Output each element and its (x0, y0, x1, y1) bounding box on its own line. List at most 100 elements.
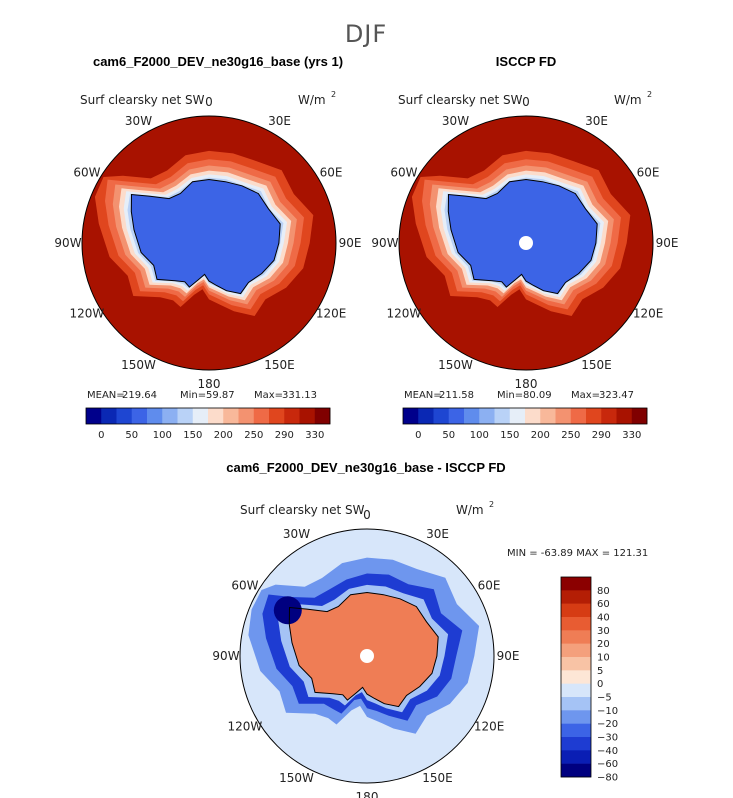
svg-text:2: 2 (489, 500, 494, 509)
panel-diff: cam6_F2000_DEV_ne30g16_base - ISCCP FD S… (212, 460, 648, 798)
longitude-label: 60W (390, 166, 417, 180)
map-border (398, 115, 654, 371)
colorbar-tick-label: 330 (622, 430, 641, 441)
colorbar-tick-label: 40 (597, 613, 610, 624)
stat-min-value: 80.09 (523, 390, 552, 401)
colorbar-swatch (561, 617, 591, 631)
stats-line: MEAN= 219.64 Min= 59.87 Max= 331.13 (87, 390, 317, 401)
longitude-label: 60W (73, 166, 100, 180)
colorbar-swatch (192, 408, 209, 424)
colorbar-swatch (586, 408, 602, 424)
longitude-label: 150W (121, 358, 156, 372)
colorbar-swatch (561, 630, 591, 644)
colorbar-tick-label: 20 (597, 639, 610, 650)
colorbar-swatch (561, 603, 591, 618)
colorbar-swatch (561, 657, 591, 671)
longitude-label: 90W (371, 236, 398, 250)
colorbar-tick-label: 250 (244, 430, 263, 441)
colorbar-swatch (116, 408, 133, 424)
svg-text:2: 2 (331, 90, 336, 99)
colorbar-tick-label: 5 (597, 666, 603, 677)
longitude-label: 0 (205, 95, 213, 109)
colorbar-tick-label: 0 (98, 430, 104, 441)
longitude-label: 120W (228, 720, 263, 734)
longitude-label: 180 (198, 377, 221, 391)
colorbar-swatch (208, 408, 224, 424)
longitude-label: 60W (231, 579, 258, 593)
colorbar-frame (85, 407, 331, 425)
stat-max-value: 331.13 (282, 390, 317, 401)
colorbar-swatch (464, 408, 480, 424)
continent-fill (289, 592, 439, 707)
colorbar-tick-label: 60 (597, 599, 610, 610)
colorbar-swatch (418, 408, 434, 424)
longitude-label: 120E (633, 307, 664, 321)
longitude-label: 30E (268, 114, 291, 128)
figure-title: DJF (345, 20, 387, 48)
coastline (288, 591, 439, 708)
colorbar-tick-label: 290 (592, 430, 611, 441)
longitude-label: 60E (478, 579, 501, 593)
coastline (130, 178, 281, 295)
stat-max-value: 323.47 (599, 390, 634, 401)
continent-fill (448, 179, 598, 294)
pole-hole (519, 236, 533, 250)
stat-min-value: 59.87 (206, 390, 235, 401)
longitude-label: 150W (279, 771, 314, 785)
colorbar-swatch (433, 408, 450, 424)
longitude-label: 150E (422, 771, 453, 785)
colorbar-swatch (561, 577, 591, 591)
stat-mean-value: 219.64 (122, 390, 157, 401)
polar-map (81, 115, 337, 371)
longitude-label: 90E (497, 649, 520, 663)
longitude-label: 150E (581, 358, 612, 372)
panel-obs: ISCCP FD Surf clearsky net SW W/m 2 0 30E… (371, 54, 678, 441)
longitude-label: 150E (264, 358, 295, 372)
colorbar-tick-label: −20 (597, 719, 618, 730)
colorbar-swatch (561, 737, 591, 751)
colorbar-swatch (509, 408, 526, 424)
svg-text:W/m: W/m (614, 93, 642, 107)
colorbar-swatch (269, 408, 285, 424)
colorbar-tick-label: −5 (597, 693, 612, 704)
stat-mean-label: MEAN= (404, 390, 442, 401)
longitude-label: 30W (442, 114, 469, 128)
longitude-label: 90E (339, 236, 362, 250)
longitude-labels: 0 30E 60E 90E 120E 150E 180 150W 120W 90W 60W 30W (54, 95, 361, 391)
variable-label: Surf clearsky net SW (240, 503, 365, 517)
stat-max-label: Max= (254, 390, 283, 401)
colorbar-swatch (561, 683, 591, 698)
colorbar-tick-label: 50 (125, 430, 138, 441)
colorbar-tick-label: 80 (597, 586, 610, 597)
colorbar-swatch (403, 408, 419, 424)
colorbar: 80 60 40 30 20 10 5 0 −5 −10 −20 −30 −40 −60 −80 (560, 576, 618, 784)
colorbar-swatch (177, 408, 194, 424)
coastline (447, 178, 598, 295)
colorbar-tick-label: −40 (597, 746, 618, 757)
colorbar-tick-label: 150 (500, 430, 519, 441)
longitude-label: 180 (356, 790, 379, 798)
svg-text:W/m: W/m (298, 93, 326, 107)
colorbar-frame (560, 576, 592, 778)
polar-map (239, 528, 495, 784)
stats-line: MEAN= 211.58 Min= 80.09 Max= 323.47 (404, 390, 634, 401)
colorbar-swatch (561, 697, 591, 711)
colorbar-tick-label: 100 (470, 430, 489, 441)
stat-max-label: Max= (571, 390, 600, 401)
colorbar-swatch (631, 408, 648, 424)
longitude-label: 30W (125, 114, 152, 128)
colorbar: 0 50 100 150 200 250 290 330 (402, 407, 648, 441)
longitude-label: 60E (320, 166, 343, 180)
colorbar-swatch (540, 408, 556, 424)
colorbar-swatch (561, 670, 591, 684)
longitude-label: 120E (316, 307, 347, 321)
panel-title: ISCCP FD (496, 54, 556, 69)
colorbar-swatch (555, 408, 572, 424)
units-label: W/m 2 (456, 500, 494, 517)
variable-label: Surf clearsky net SW (398, 93, 523, 107)
svg-text:2: 2 (647, 90, 652, 99)
colorbar-swatch (525, 408, 541, 424)
longitude-label: 120E (474, 720, 505, 734)
colorbar-swatch (101, 408, 117, 424)
